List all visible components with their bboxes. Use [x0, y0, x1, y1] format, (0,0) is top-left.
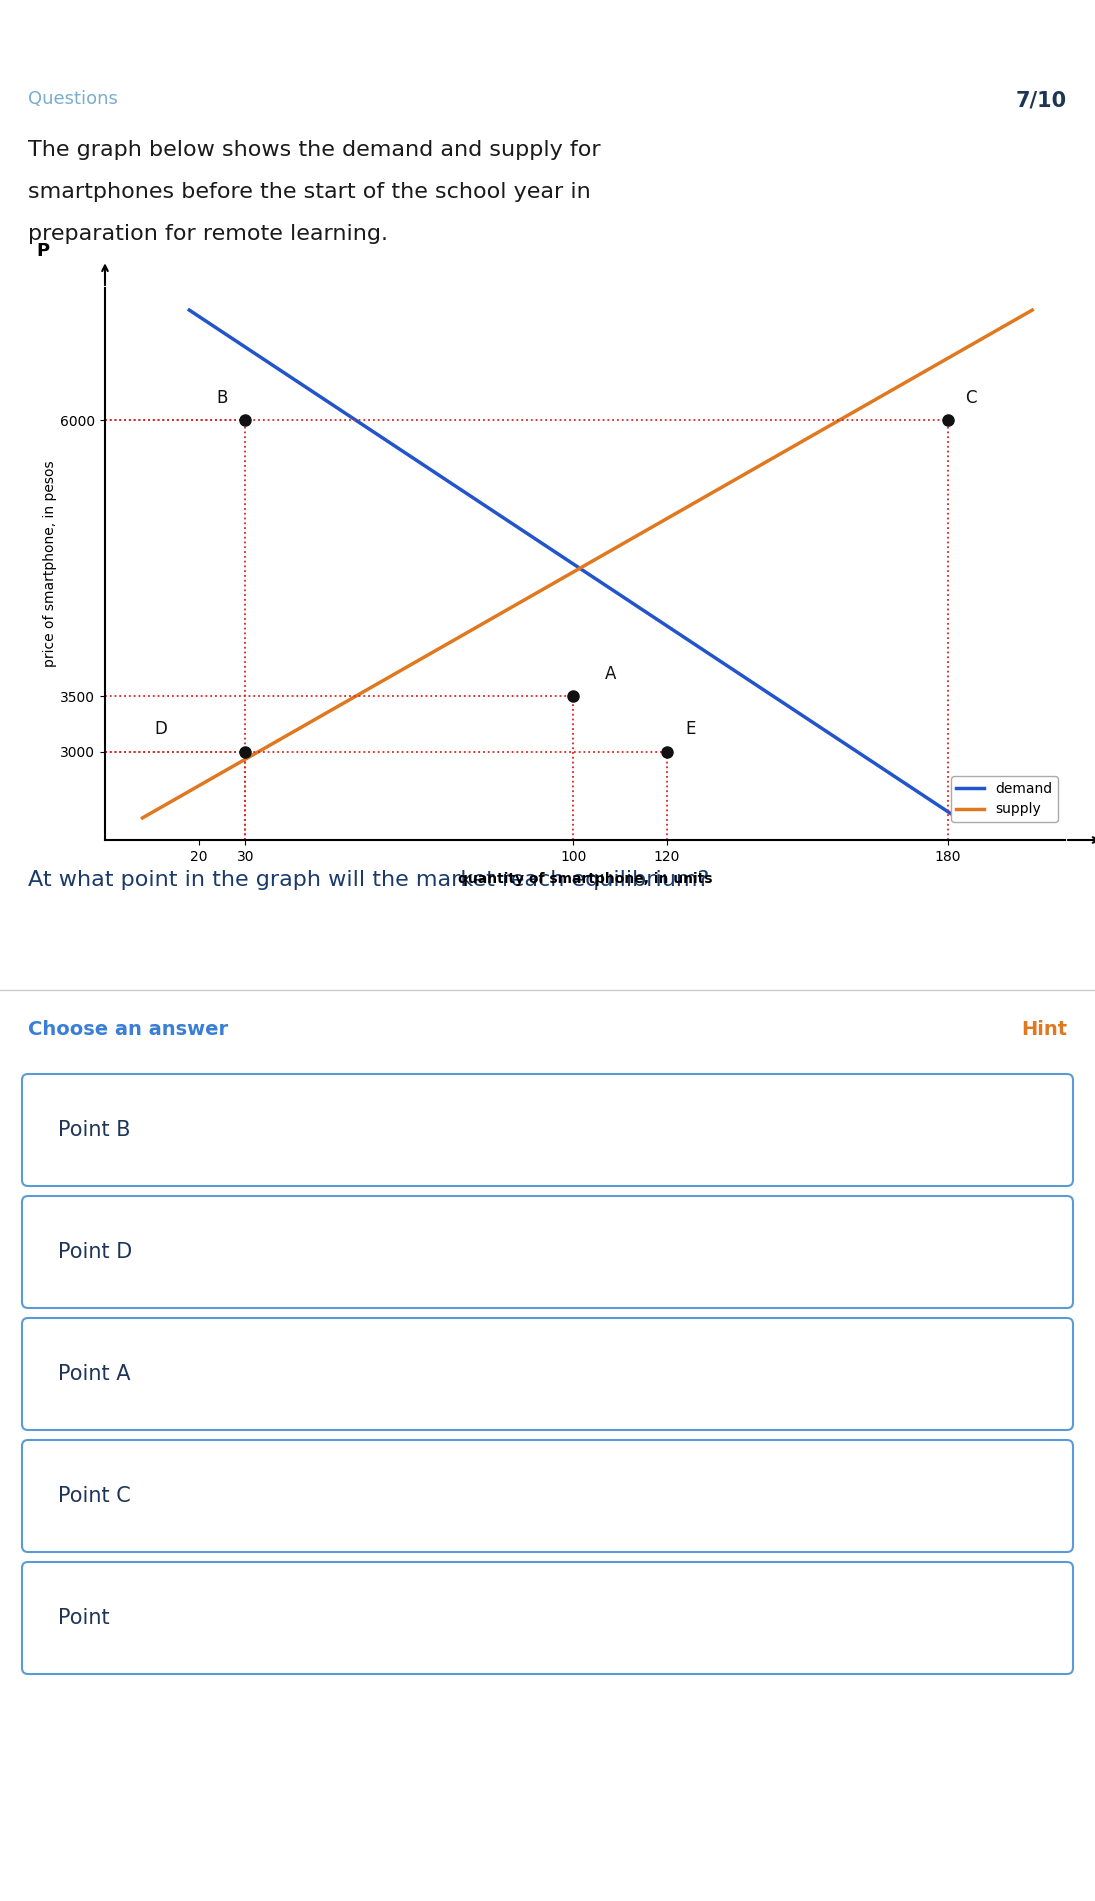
X-axis label: quantity of smartphone, in units: quantity of smartphone, in units [458, 873, 712, 886]
Text: Choose an answer: Choose an answer [28, 1021, 228, 1040]
Y-axis label: price of smartphone, in pesos: price of smartphone, in pesos [44, 460, 57, 667]
Text: Point A: Point A [58, 1365, 130, 1384]
Text: Point: Point [58, 1608, 110, 1627]
FancyBboxPatch shape [22, 1439, 1073, 1551]
FancyBboxPatch shape [22, 1317, 1073, 1430]
FancyBboxPatch shape [22, 1196, 1073, 1308]
Text: At what point in the graph will the market reach equilibrium?: At what point in the graph will the mark… [28, 871, 710, 890]
Text: Point B: Point B [58, 1120, 130, 1141]
Text: A: A [606, 665, 616, 682]
Text: E: E [685, 720, 695, 738]
Text: P: P [36, 243, 49, 260]
Text: Hint: Hint [1021, 1021, 1067, 1040]
Text: Point D: Point D [58, 1241, 132, 1262]
Text: 2.2 Market Equilibrium: 2.2 Market Equilibrium [378, 17, 717, 44]
Text: D: D [154, 720, 168, 738]
FancyBboxPatch shape [22, 1563, 1073, 1675]
Text: 7/10: 7/10 [1016, 89, 1067, 110]
Legend: demand, supply: demand, supply [950, 776, 1058, 821]
Text: Point C: Point C [58, 1487, 130, 1506]
Text: Questions: Questions [28, 89, 118, 108]
Text: preparation for remote learning.: preparation for remote learning. [28, 224, 388, 243]
Text: C: C [966, 390, 977, 407]
Text: B: B [217, 390, 228, 407]
Text: smartphones before the start of the school year in: smartphones before the start of the scho… [28, 182, 590, 202]
FancyBboxPatch shape [22, 1074, 1073, 1186]
Text: <: < [44, 15, 69, 44]
Text: The graph below shows the demand and supply for: The graph below shows the demand and sup… [28, 141, 601, 160]
